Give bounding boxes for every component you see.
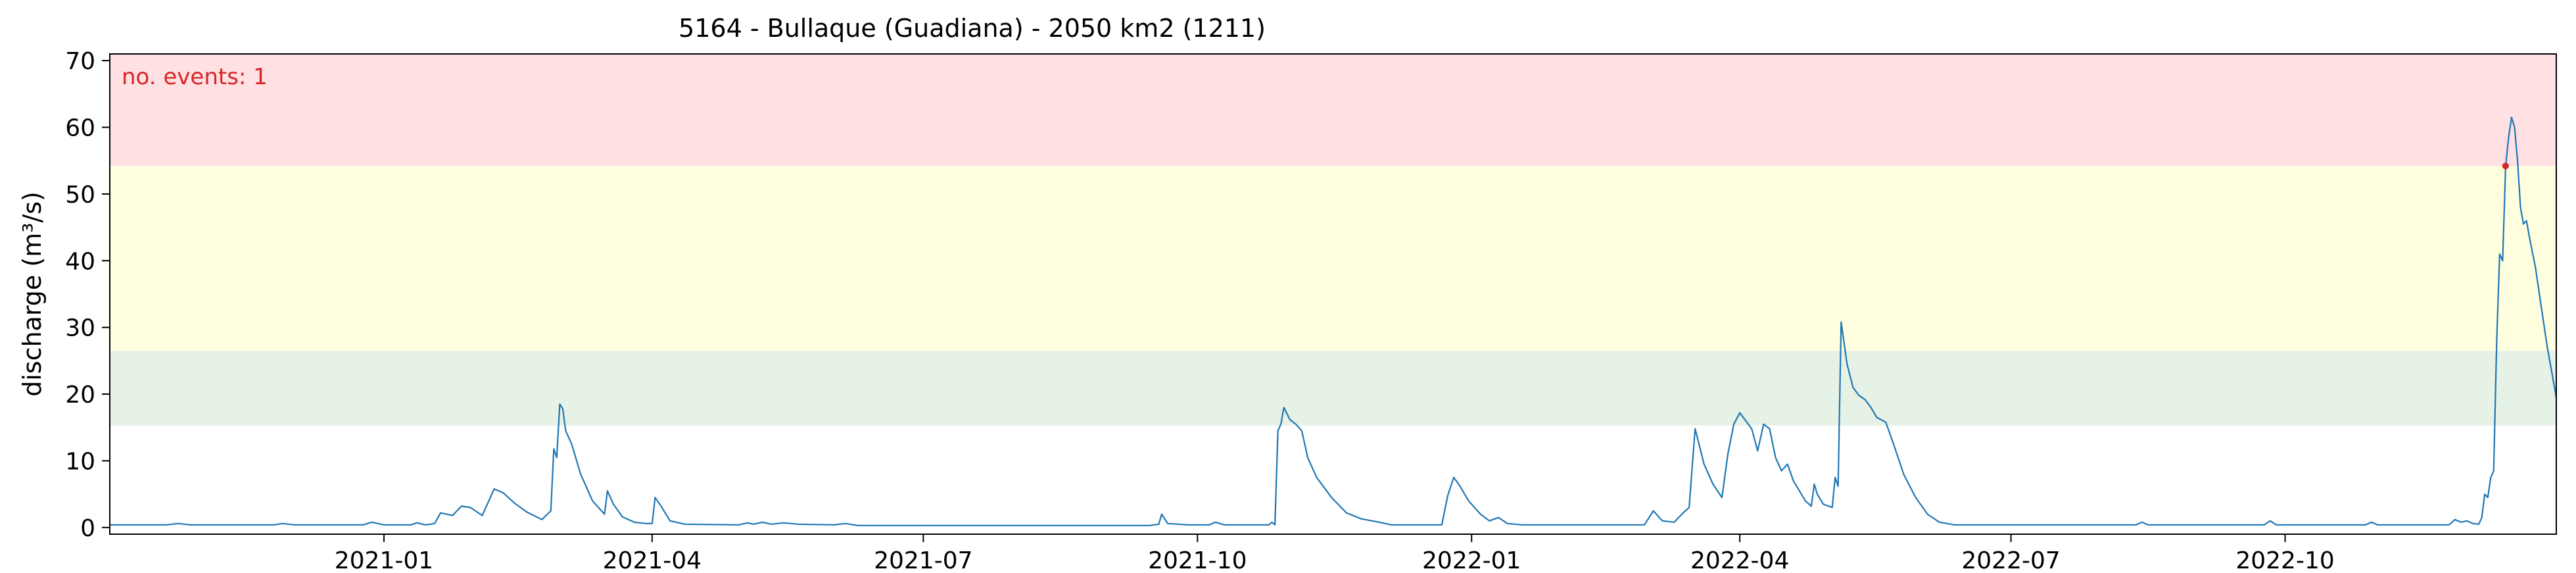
x-tick-label: 2022-07	[1961, 547, 2060, 573]
event-marker-1	[2502, 162, 2509, 170]
x-tick-label: 2022-04	[1690, 547, 1789, 573]
y-tick-label: 10	[65, 448, 95, 475]
y-tick-label: 50	[65, 182, 95, 209]
x-tick-label: 2021-07	[874, 547, 972, 573]
y-tick-label: 70	[65, 48, 95, 75]
x-tick-label: 2021-10	[1148, 547, 1247, 573]
y-tick-label: 40	[65, 248, 95, 275]
x-tick-label: 2021-04	[603, 547, 702, 573]
y-axis-label: discharge (m³/s)	[18, 191, 47, 397]
y-tick-label: 30	[65, 315, 95, 342]
y-tick-label: 60	[65, 115, 95, 142]
chart-title: 5164 - Bullaque (Guadiana) - 2050 km2 (1…	[679, 14, 1266, 43]
events-layer	[2502, 162, 2509, 170]
threshold-band-mid	[110, 166, 2556, 351]
threshold-band-high	[110, 54, 2556, 166]
x-tick-label: 2022-10	[2235, 547, 2334, 573]
series-layer	[110, 116, 2558, 526]
x-tick-label: 2022-01	[1422, 547, 1521, 573]
threshold-bands	[110, 54, 2556, 426]
plot-frame	[109, 53, 2557, 535]
y-tick-label: 20	[65, 382, 95, 409]
events-annotation: no. events: 1	[122, 64, 268, 90]
discharge-series-line-1	[110, 116, 2558, 526]
y-axis: 0 10 20 30 40 50 60 70	[65, 48, 110, 542]
y-tick-label: 0	[80, 515, 95, 542]
x-axis: 2021-01 2021-04 2021-07 2021-10 2022-01 2022-…	[335, 534, 2335, 573]
threshold-band-low	[110, 351, 2556, 426]
x-tick-label: 2021-01	[335, 547, 433, 573]
